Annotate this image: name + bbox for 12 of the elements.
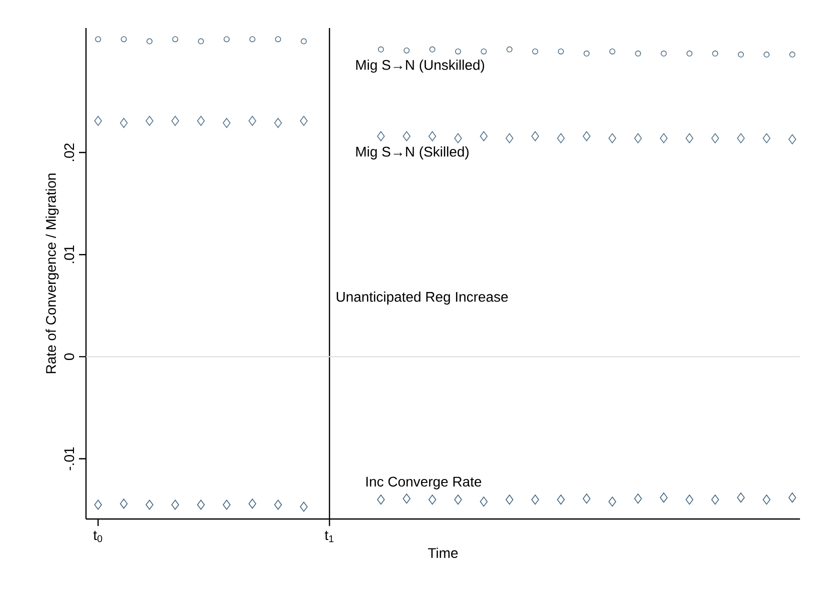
y-tick-label: -.01 bbox=[64, 447, 74, 470]
series-label: Mig S→N (Skilled) bbox=[356, 146, 469, 160]
series-label: Mig S→N (Unskilled) bbox=[356, 60, 484, 73]
y-tick-label: .01 bbox=[64, 246, 74, 264]
x-axis-title: Time bbox=[428, 548, 458, 558]
x-tick-label: t$_{1}$ bbox=[324, 530, 334, 542]
y-tick-label: .02 bbox=[64, 144, 74, 161]
y-axis-title: Rate of Convergence / Migration bbox=[46, 174, 59, 374]
y-tick-label: 0 bbox=[64, 353, 74, 360]
ref-line-label: Unanticipated Reg Increase bbox=[336, 292, 508, 305]
x-tick-label: t$_{0}$ bbox=[93, 530, 102, 542]
series-label: Inc Converge Rate bbox=[366, 476, 482, 490]
